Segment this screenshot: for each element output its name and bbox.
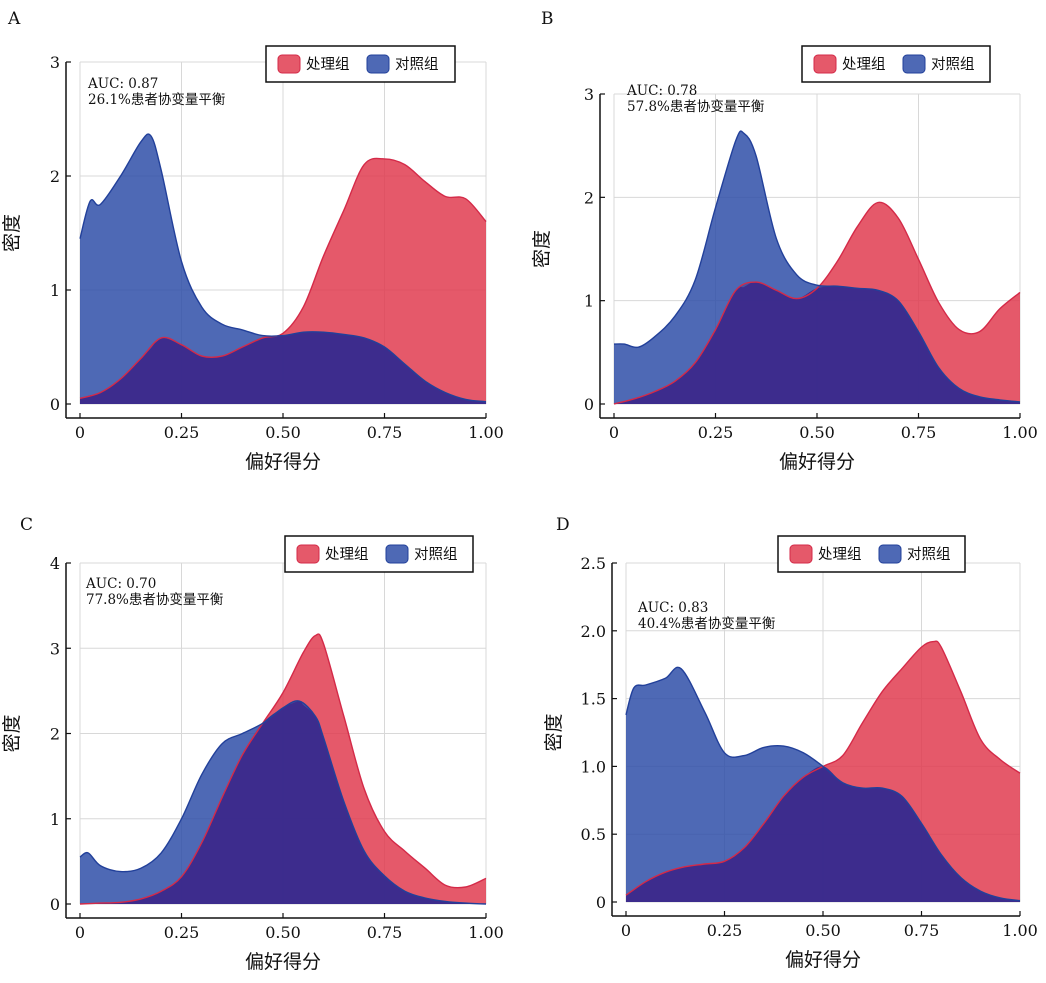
panel-d: D 0 0.25 0.50 0.75 1.00 0 0.5 1.0 1.5 2.0 2.5 偏好得分 密度…	[543, 515, 1038, 971]
overlap-area	[80, 331, 486, 404]
auc-annotation: AUC: 0.87	[87, 76, 158, 92]
overlap-area	[626, 766, 1020, 902]
x-tick-label: 0.25	[164, 423, 200, 442]
treated-area	[80, 158, 486, 404]
balance-annotation: 57.8%患者协变量平衡	[627, 99, 764, 115]
legend-label-treated: 处理组	[818, 546, 862, 563]
y-tick-label: 2	[50, 167, 60, 186]
legend-swatch-control	[878, 544, 902, 564]
x-tick-label: 0.50	[805, 921, 841, 940]
legend-label-control: 对照组	[395, 56, 439, 73]
y-tick-label: 0	[584, 395, 594, 414]
balance-annotation: 40.4%患者协变量平衡	[638, 616, 775, 632]
control-density-line	[613, 130, 1021, 403]
legend-label-control: 对照组	[931, 56, 975, 73]
x-tick-label: 0.25	[164, 923, 200, 942]
legend-label-treated: 处理组	[842, 56, 886, 73]
y-tick-label: 0	[596, 893, 606, 912]
panel-letter: B	[541, 9, 554, 29]
x-tick-label: 0.75	[367, 923, 403, 942]
y-tick-label: 2.5	[581, 554, 606, 573]
x-axis-title: 偏好得分	[785, 949, 861, 971]
y-tick-label: 3	[50, 639, 60, 658]
y-tick-label: 3	[584, 85, 594, 104]
x-tick-label: 0	[75, 923, 85, 942]
x-tick-label: 0.50	[265, 423, 301, 442]
y-tick-label: 1.0	[581, 757, 606, 776]
x-tick-label: 0.75	[901, 423, 937, 442]
y-tick-label: 3	[50, 53, 60, 72]
treated-density-line	[79, 633, 487, 905]
y-axis-title: 密度	[543, 713, 565, 751]
legend-swatch-control	[366, 54, 390, 74]
legend-swatch-control	[385, 544, 409, 564]
x-axis-title: 偏好得分	[245, 951, 321, 973]
legend-swatch-treated	[789, 544, 813, 564]
auc-annotation: AUC: 0.83	[637, 600, 708, 616]
y-tick-label: 1	[50, 281, 60, 300]
y-axis-title: 密度	[1, 214, 23, 252]
y-tick-label: 2.0	[581, 622, 606, 641]
x-tick-label: 0	[75, 423, 85, 442]
x-tick-label: 0.25	[698, 423, 734, 442]
y-axis-title: 密度	[531, 230, 553, 268]
legend-swatch-treated	[296, 544, 320, 564]
control-density-line	[625, 666, 1021, 902]
legend: 处理组 对照组	[265, 45, 456, 83]
y-tick-label: 1.5	[581, 690, 606, 709]
balance-annotation: 77.8%患者协变量平衡	[86, 592, 223, 608]
x-tick-label: 1.00	[1002, 921, 1038, 940]
auc-annotation: AUC: 0.78	[626, 83, 697, 99]
y-axis-title: 密度	[1, 714, 23, 752]
treated-density-line	[625, 640, 1021, 896]
x-tick-label: 1.00	[1002, 423, 1038, 442]
legend-label-control: 对照组	[414, 546, 458, 563]
panel-c: C 0 0.25 0.50 0.75 1.00 0 1 2 3 4 偏好得分 密度 AUC: 0.7077…	[1, 515, 504, 973]
x-tick-label: 0	[621, 921, 631, 940]
legend: 处理组 对照组	[777, 535, 966, 573]
legend-swatch-treated	[813, 54, 837, 74]
legend-label-treated: 处理组	[325, 546, 369, 563]
control-density-line	[79, 133, 487, 403]
legend-label-treated: 处理组	[306, 56, 350, 73]
x-tick-label: 0	[609, 423, 619, 442]
x-axis-title: 偏好得分	[245, 451, 321, 473]
y-tick-label: 0	[50, 895, 60, 914]
auc-annotation: AUC: 0.70	[85, 576, 156, 592]
legend-label-control: 对照组	[907, 546, 951, 563]
x-tick-label: 0.50	[265, 923, 301, 942]
x-tick-label: 0.50	[799, 423, 835, 442]
legend-swatch-control	[902, 54, 926, 74]
x-tick-label: 1.00	[468, 923, 504, 942]
x-tick-label: 0.25	[707, 921, 743, 940]
y-tick-label: 2	[584, 188, 594, 207]
panel-letter: A	[7, 9, 21, 29]
control-density-line	[79, 700, 487, 905]
panel-letter: C	[20, 515, 33, 535]
panel-a: A 0 0.25 0.50 0.75 1.00 0 1 2 3 偏好得分 密度 AUC: 0.8726.…	[1, 9, 504, 473]
treated-density-line	[79, 157, 487, 399]
y-tick-label: 0.5	[581, 825, 606, 844]
y-tick-label: 0	[50, 395, 60, 414]
balance-annotation: 26.1%患者协变量平衡	[88, 92, 225, 108]
legend: 处理组 对照组	[801, 45, 991, 83]
legend-swatch-treated	[277, 54, 301, 74]
x-axis-title: 偏好得分	[779, 451, 855, 473]
y-tick-label: 2	[50, 725, 60, 744]
overlap-area	[614, 282, 1020, 404]
control-area	[80, 134, 486, 404]
x-tick-label: 1.00	[468, 423, 504, 442]
legend: 处理组 对照组	[284, 535, 474, 573]
y-tick-label: 4	[50, 554, 60, 573]
overlap-area	[80, 701, 486, 904]
panel-b: B 0 0.25 0.50 0.75 1.00 0 1 2 3 偏好得分 密度 AUC: 0.7857.…	[531, 9, 1038, 473]
panel-letter: D	[556, 515, 570, 535]
y-tick-label: 1	[584, 292, 594, 311]
treated-density-line	[613, 201, 1021, 405]
x-tick-label: 0.75	[904, 921, 940, 940]
x-tick-label: 0.75	[367, 423, 403, 442]
y-tick-label: 1	[50, 810, 60, 829]
